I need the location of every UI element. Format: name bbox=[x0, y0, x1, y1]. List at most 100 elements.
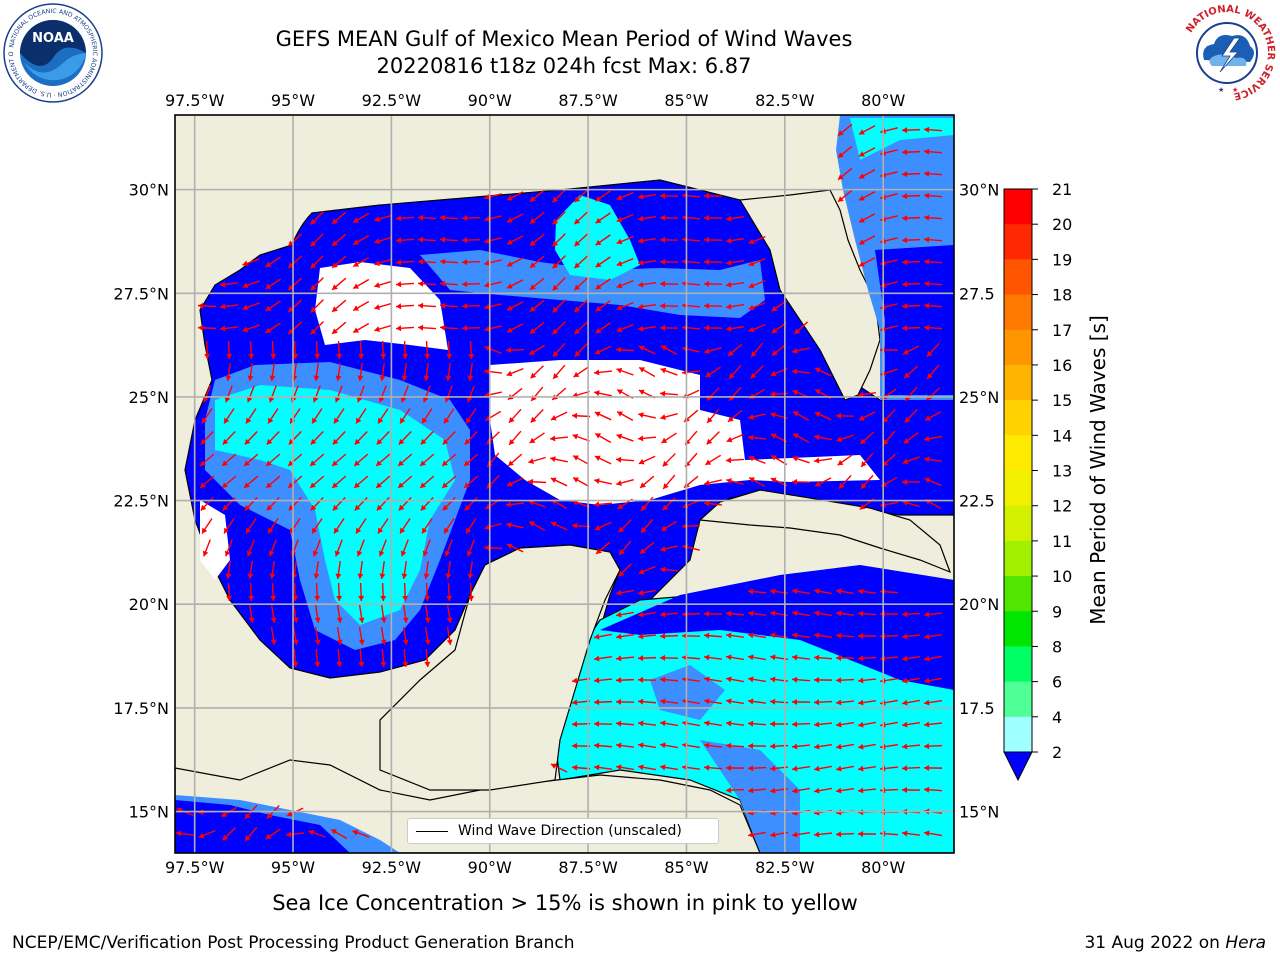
wave-arrow-477 bbox=[640, 518, 654, 534]
wave-arrow-322 bbox=[835, 412, 855, 419]
lon-ticks-bottom: 97.5°W 95°W 92.5°W 90°W 87.5°W 85°W 82.5°W 80°W bbox=[165, 858, 906, 877]
wave-arrow-584 bbox=[901, 633, 921, 640]
wave-arrow-258 bbox=[903, 365, 919, 379]
wave-arrow-630 bbox=[659, 698, 679, 705]
wave-arrow-305 bbox=[465, 408, 477, 424]
wave-arrow-18 bbox=[552, 189, 566, 203]
wave-arrow-608 bbox=[924, 655, 942, 662]
lon-tick-top: 87.5°W bbox=[558, 91, 618, 110]
wave-arrow-639 bbox=[857, 699, 877, 706]
wave-arrow-209 bbox=[446, 340, 453, 360]
wave-arrow-472 bbox=[528, 521, 546, 531]
wave-arrow-660 bbox=[571, 742, 591, 749]
wave-arrow-413 bbox=[594, 478, 612, 485]
wave-arrow-632 bbox=[704, 698, 722, 705]
wave-arrow-338 bbox=[442, 431, 456, 445]
wave-arrow-155 bbox=[595, 300, 611, 312]
wave-arrow-624 bbox=[902, 677, 920, 684]
wave-arrow-84 bbox=[310, 255, 324, 269]
wave-arrow-504 bbox=[313, 560, 320, 580]
wave-arrow-160 bbox=[703, 302, 723, 309]
wave-arrow-366 bbox=[309, 453, 325, 467]
wave-arrow-143 bbox=[331, 299, 347, 313]
wave-arrow-231 bbox=[269, 362, 276, 382]
colorbar-tick: 18 bbox=[1052, 286, 1072, 305]
wave-arrow-333 bbox=[332, 431, 346, 445]
wave-arrow-406 bbox=[441, 475, 457, 489]
colorbar-tick: 19 bbox=[1052, 250, 1072, 269]
wave-arrow-103 bbox=[725, 259, 745, 266]
wave-arrow-15 bbox=[484, 193, 502, 200]
wave-arrow-133 bbox=[748, 279, 766, 289]
wave-arrow-34 bbox=[374, 214, 392, 222]
wave-arrow-684 bbox=[703, 764, 723, 771]
lat-tick-right: 20°N bbox=[959, 595, 999, 614]
wave-arrow-677 bbox=[550, 763, 568, 773]
cuba-land bbox=[698, 489, 952, 574]
wave-arrow-733 bbox=[835, 831, 855, 838]
wave-arrow-281 bbox=[659, 390, 679, 397]
wave-arrow-405 bbox=[419, 475, 435, 489]
colorbar-tick: 8 bbox=[1052, 637, 1062, 656]
wave-arrow-115 bbox=[352, 278, 370, 290]
wave-arrow-619 bbox=[791, 676, 811, 683]
lon-tick-bottom: 97.5°W bbox=[165, 858, 225, 877]
wave-arrow-403 bbox=[375, 475, 391, 489]
wave-arrow-62 bbox=[439, 236, 459, 243]
wave-arrow-533 bbox=[836, 588, 854, 595]
wave-arrow-699 bbox=[814, 787, 832, 794]
wave-arrow-337 bbox=[420, 431, 434, 445]
yucatan-land bbox=[379, 544, 621, 791]
wave-arrow-595 bbox=[637, 655, 657, 662]
wave-arrow-42 bbox=[552, 211, 566, 225]
wave-arrow-577 bbox=[748, 632, 766, 639]
wave-arrow-271 bbox=[444, 385, 453, 403]
wave-arrow-361 bbox=[199, 453, 215, 467]
wave-arrow-496 bbox=[618, 540, 632, 556]
wave-arrow-149 bbox=[461, 303, 481, 310]
wave-arrow-63 bbox=[461, 237, 481, 244]
wave-arrow-295 bbox=[245, 408, 257, 424]
colorbar-label: Mean Period of Wind Waves [s] bbox=[1086, 315, 1110, 625]
wave-period-band-4-6-north bbox=[420, 250, 765, 318]
lat-tick-left: 25°N bbox=[129, 388, 169, 407]
wave-arrow-529 bbox=[747, 588, 767, 595]
wave-arrow-587 bbox=[314, 648, 321, 668]
wave-arrow-621 bbox=[835, 677, 855, 684]
wave-arrow-673 bbox=[858, 743, 876, 750]
wave-arrow-414 bbox=[616, 478, 634, 486]
wave-arrow-307 bbox=[508, 408, 522, 424]
wave-arrow-303 bbox=[421, 408, 433, 424]
wave-arrow-180 bbox=[484, 325, 502, 332]
wave-arrow-704 bbox=[923, 786, 943, 793]
wave-arrow-531 bbox=[792, 588, 810, 595]
wave-arrow-1 bbox=[858, 125, 876, 135]
wave-arrow-656 bbox=[858, 721, 876, 728]
wave-arrow-432 bbox=[266, 497, 280, 511]
wave-arrow-325 bbox=[904, 408, 918, 424]
wave-arrow-559 bbox=[901, 611, 921, 618]
wave-arrow-547 bbox=[637, 611, 657, 618]
wave-arrow-519 bbox=[314, 582, 321, 602]
wave-arrow-655 bbox=[835, 721, 855, 728]
lat-tick-right: 30°N bbox=[959, 181, 999, 200]
wave-arrow-688 bbox=[791, 765, 811, 772]
wave-arrow-481 bbox=[224, 539, 233, 557]
wave-arrow-620 bbox=[813, 676, 833, 683]
wave-arrow-725 bbox=[285, 831, 305, 838]
wave-period-band-6-8 bbox=[215, 385, 455, 625]
wave-arrow-586 bbox=[292, 648, 299, 668]
wave-arrow-467 bbox=[421, 518, 433, 534]
wave-arrow-536 bbox=[248, 604, 255, 624]
wave-arrow-528 bbox=[638, 589, 656, 596]
colorbar-tick: 6 bbox=[1052, 673, 1062, 692]
wave-arrow-376 bbox=[528, 456, 546, 464]
wave-arrow-238 bbox=[423, 362, 430, 382]
wave-arrow-429 bbox=[200, 497, 214, 511]
wave-arrow-609 bbox=[571, 677, 591, 684]
wave-arrow-527 bbox=[616, 589, 634, 596]
wave-arrow-393 bbox=[902, 456, 920, 465]
wave-arrow-407 bbox=[463, 475, 479, 489]
lat-tick-left: 30°N bbox=[129, 181, 169, 200]
wave-arrow-252 bbox=[728, 364, 742, 380]
